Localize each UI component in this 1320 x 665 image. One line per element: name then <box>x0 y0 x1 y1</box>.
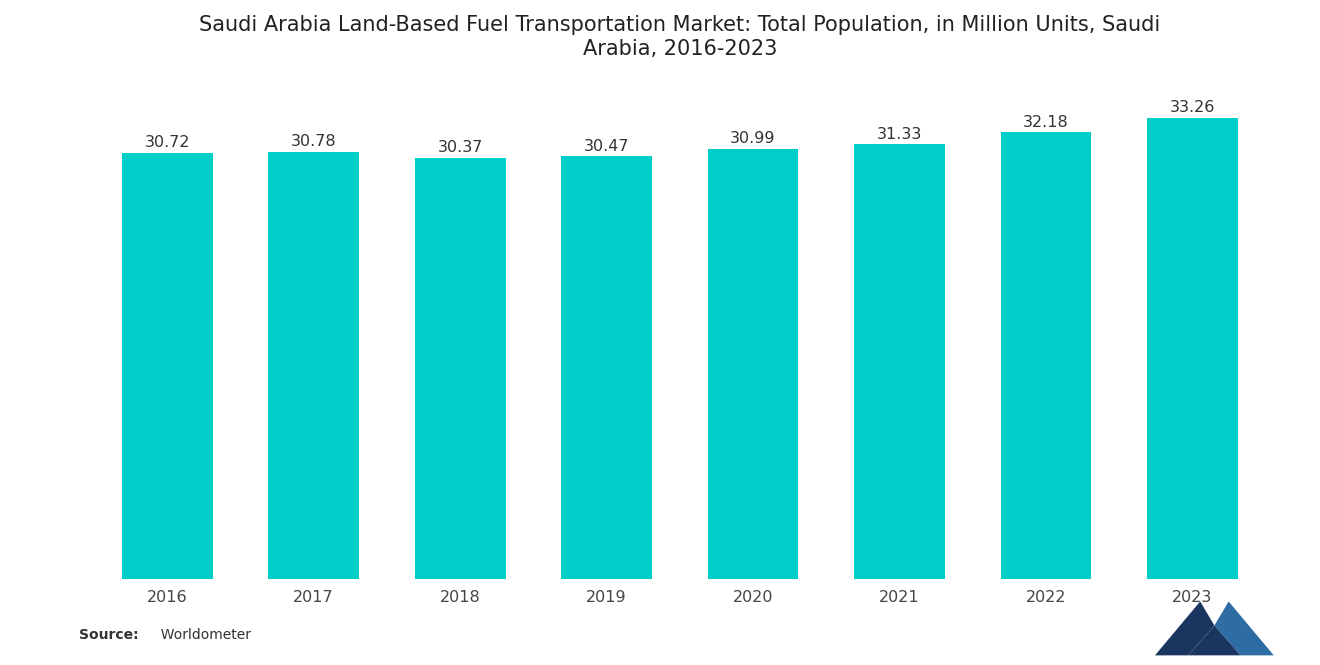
Text: 33.26: 33.26 <box>1170 100 1216 115</box>
Bar <box>854 144 945 579</box>
Text: 30.72: 30.72 <box>144 135 190 150</box>
Text: 32.18: 32.18 <box>1023 115 1069 130</box>
Text: 31.33: 31.33 <box>876 127 923 142</box>
Text: 30.47: 30.47 <box>583 139 630 154</box>
Bar <box>708 149 799 579</box>
Text: Source:: Source: <box>79 628 139 642</box>
Bar <box>268 152 359 579</box>
Bar <box>1001 132 1092 579</box>
Text: Worldometer: Worldometer <box>152 628 251 642</box>
Text: 30.78: 30.78 <box>290 134 337 150</box>
Text: 30.99: 30.99 <box>730 132 776 146</box>
Bar <box>1147 118 1238 579</box>
Text: 30.37: 30.37 <box>437 140 483 155</box>
Bar <box>121 153 213 579</box>
Bar <box>414 158 506 579</box>
Bar <box>561 156 652 579</box>
Title: Saudi Arabia Land-Based Fuel Transportation Market: Total Population, in Million: Saudi Arabia Land-Based Fuel Transportat… <box>199 15 1160 59</box>
